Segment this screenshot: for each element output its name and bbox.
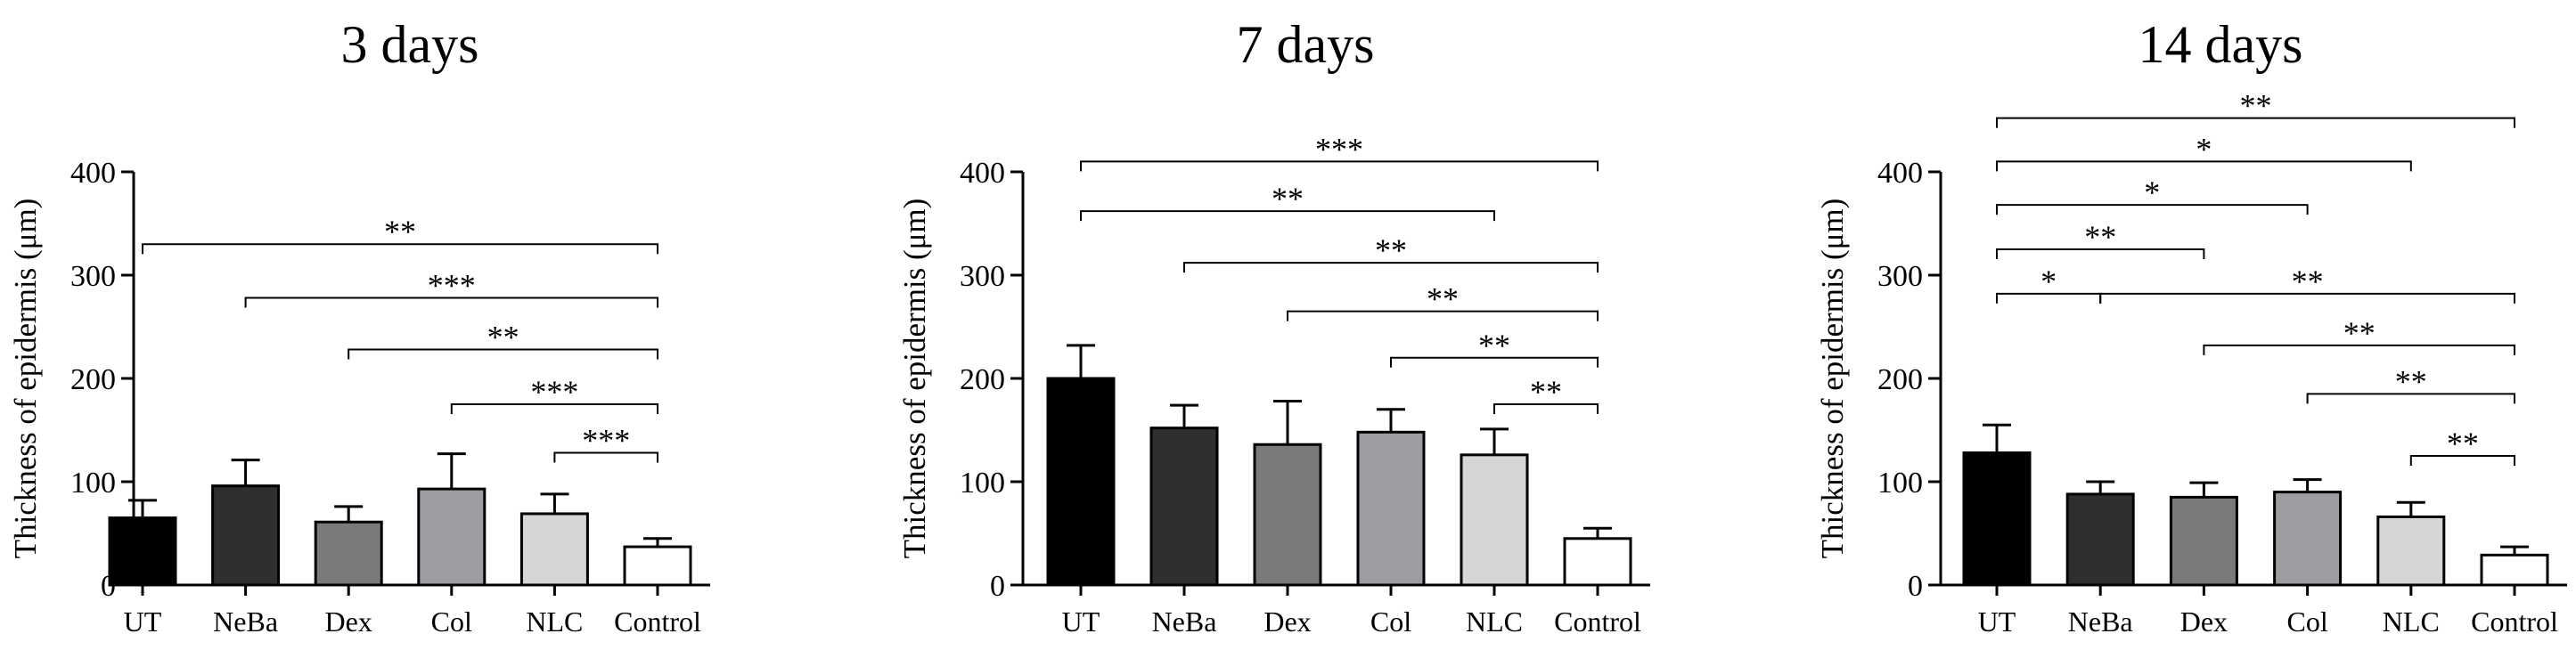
significance-bracket — [1390, 356, 1599, 368]
bar-ut — [1962, 451, 2032, 587]
y-tick-label: 100 — [70, 467, 116, 500]
significance-label: ** — [2084, 219, 2116, 255]
y-tick-label: 300 — [1877, 260, 1923, 293]
significance-bracket — [1080, 160, 1599, 172]
category-label-dex: Dex — [2180, 605, 2228, 638]
bar-neba — [211, 484, 281, 587]
panel-title: 3 days — [341, 15, 479, 74]
category-label-nlc: NLC — [2383, 605, 2440, 638]
y-tick-label: 200 — [960, 363, 1005, 396]
bar-dex — [2169, 495, 2238, 587]
significance-bracket — [450, 403, 658, 414]
significance-label: *** — [428, 268, 476, 304]
bar-ut — [108, 516, 177, 587]
bar-dex — [1253, 443, 1322, 587]
significance-label: ** — [1478, 328, 1510, 363]
y-axis-label: Thickness of epidermis (μm) — [8, 199, 43, 559]
bar-col — [417, 487, 487, 587]
y-tick-label: 200 — [70, 363, 116, 396]
significance-bracket — [244, 297, 658, 308]
bar-control — [2480, 553, 2549, 587]
significance-bracket — [1493, 403, 1599, 414]
panel-14-days: 14 days Thickness of epidermis (μm) 0 100 20… — [1815, 15, 2567, 638]
bar-dex — [314, 520, 383, 587]
bar-control — [1563, 537, 1632, 587]
category-label-nlc: NLC — [526, 605, 583, 638]
bar-neba — [1149, 427, 1219, 587]
category-label-neba: NeBa — [1152, 605, 1217, 638]
panel-title: 7 days — [1237, 15, 1375, 74]
bar-col — [1356, 430, 1426, 587]
y-tick-label: 300 — [960, 260, 1005, 293]
significance-label: ** — [2447, 426, 2479, 461]
significance-label: ** — [2395, 363, 2427, 399]
category-label-col: Col — [431, 605, 472, 638]
significance-bracket — [2409, 455, 2515, 466]
panel-title: 14 days — [2138, 15, 2303, 74]
significance-label: *** — [1315, 131, 1363, 167]
significance-label: ** — [1427, 281, 1459, 317]
bar-ut — [1046, 377, 1116, 587]
significance-bracket — [348, 348, 658, 360]
category-label-ut: UT — [1062, 605, 1100, 638]
category-label-nlc: NLC — [1466, 605, 1523, 638]
significance-label: ** — [2240, 88, 2272, 124]
category-label-col: Col — [2286, 605, 2327, 638]
significance-bracket — [2203, 344, 2515, 355]
category-label-ut: UT — [124, 605, 162, 638]
bar-control — [623, 545, 692, 587]
bar-nlc — [519, 512, 589, 587]
bar-nlc — [1460, 453, 1529, 587]
bar-nlc — [2376, 515, 2446, 587]
category-label-col: Col — [1370, 605, 1411, 638]
significance-label: ** — [1272, 181, 1304, 216]
significance-label: * — [2040, 264, 2057, 299]
y-tick-label: 100 — [1877, 467, 1923, 500]
significance-bracket — [142, 243, 658, 255]
category-label-ut: UT — [1978, 605, 2016, 638]
category-label-neba: NeBa — [2068, 605, 2133, 638]
y-tick-label: 100 — [960, 467, 1005, 500]
significance-label: ** — [384, 214, 416, 249]
category-label-control: Control — [2471, 605, 2558, 638]
significance-label: ** — [1375, 232, 1407, 268]
significance-label: ** — [2343, 315, 2376, 351]
significance-bracket — [2099, 292, 2515, 304]
significance-bracket — [1080, 210, 1495, 222]
significance-bracket — [2306, 393, 2515, 404]
y-tick-label: 0 — [1908, 570, 1923, 603]
significance-label: * — [2196, 131, 2212, 167]
significance-label: *** — [582, 423, 630, 459]
bar-neba — [2065, 492, 2135, 587]
category-label-dex: Dex — [325, 605, 372, 638]
y-tick-label: 200 — [1877, 363, 1923, 396]
significance-bracket — [1996, 204, 2309, 215]
significance-bracket — [1996, 248, 2205, 259]
y-tick-label: 300 — [70, 260, 116, 293]
significance-bracket — [1996, 117, 2515, 128]
panel-7-days: 7 days Thickness of epidermis (μm) 0 100 200… — [897, 15, 1650, 638]
y-axis-label: Thickness of epidermis (μm) — [1815, 199, 1850, 559]
y-tick-label: 400 — [1877, 157, 1923, 190]
significance-label: *** — [530, 374, 578, 410]
category-label-control: Control — [614, 605, 701, 638]
y-tick-label: 0 — [990, 570, 1005, 603]
y-axis-label: Thickness of epidermis (μm) — [897, 199, 932, 559]
category-label-dex: Dex — [1263, 605, 1311, 638]
bar-col — [2273, 491, 2343, 587]
significance-label: ** — [2292, 264, 2324, 299]
significance-bracket — [1183, 262, 1599, 273]
significance-bracket — [553, 451, 658, 463]
significance-label: ** — [1530, 374, 1562, 410]
significance-label: * — [2144, 175, 2160, 210]
significance-label: ** — [487, 320, 519, 355]
y-tick-label: 400 — [960, 157, 1005, 190]
significance-bracket — [1287, 310, 1599, 321]
category-label-control: Control — [1554, 605, 1641, 638]
category-label-neba: NeBa — [213, 605, 278, 638]
y-tick-label: 400 — [70, 157, 116, 190]
significance-bracket — [1996, 160, 2412, 172]
